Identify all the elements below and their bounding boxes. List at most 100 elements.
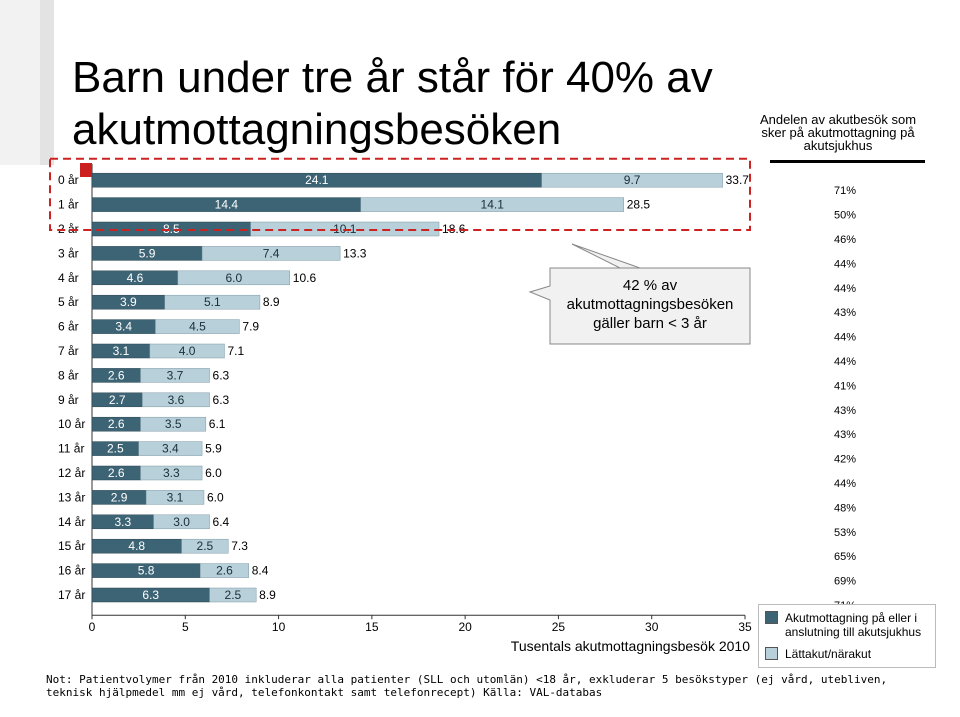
data-label-total: 6.3: [213, 368, 230, 382]
data-label-akutsjukhus: 2.6: [108, 466, 125, 480]
share-label: 46%: [834, 234, 856, 246]
row-label: 13 år: [58, 490, 85, 504]
bar-segment-lattakut: [140, 416, 207, 432]
row-label: 10 år: [58, 417, 85, 431]
highlight-frame: [49, 157, 751, 231]
row-label: 17 år: [58, 588, 85, 602]
data-label-lattakut: 3.0: [173, 515, 190, 529]
data-label-lattakut: 7.4: [263, 246, 280, 260]
data-label-lattakut: 4.5: [189, 320, 206, 334]
legend-label-lattakut: Lättakut/närakut: [785, 647, 872, 661]
share-label: 43%: [834, 429, 856, 441]
data-label-lattakut: 2.5: [225, 588, 242, 602]
legend-swatch-lattakut: [765, 647, 778, 660]
data-label-lattakut: 3.1: [167, 490, 184, 504]
data-label-akutsjukhus: 3.3: [114, 515, 131, 529]
legend-label-akutsjukhus: Akutmottagning på eller i anslutning til…: [785, 611, 922, 639]
share-label: 42%: [834, 454, 856, 466]
share-label: 53%: [834, 527, 856, 539]
share-label: 44%: [834, 283, 856, 295]
data-label-lattakut: 2.5: [197, 539, 214, 553]
share-label: 71%: [834, 185, 856, 197]
data-label-total: 8.9: [259, 588, 276, 602]
x-tick-label: 35: [738, 620, 752, 634]
data-label-akutsjukhus: 24.1: [305, 173, 329, 187]
data-label-akutsjukhus: 6.3: [142, 588, 159, 602]
data-label-akutsjukhus: 2.6: [108, 368, 125, 382]
data-label-lattakut: 3.3: [163, 466, 180, 480]
share-label: 69%: [834, 576, 856, 588]
bar-segment-lattakut: [541, 172, 723, 188]
bar-segment-lattakut: [177, 270, 291, 286]
x-tick-label: 30: [645, 620, 659, 634]
share-label: 44%: [834, 258, 856, 270]
legend-swatch-akutsjukhus: [765, 611, 778, 624]
data-label-total: 8.9: [263, 295, 280, 309]
data-label-total: 6.1: [209, 417, 226, 431]
bar-segment-lattakut: [155, 319, 240, 334]
bar-segment-lattakut: [164, 294, 261, 310]
row-label: 9 år: [58, 393, 79, 407]
data-label-total: 33.7: [726, 173, 750, 187]
share-label: 43%: [834, 307, 856, 319]
data-label-akutsjukhus: 5.8: [138, 564, 155, 578]
data-label-total: 10.6: [293, 271, 317, 285]
row-label: 8 år: [58, 368, 79, 382]
data-label-akutsjukhus: 4.8: [128, 539, 145, 553]
bar-segment-lattakut: [201, 246, 341, 261]
callout-pointer: [571, 243, 641, 269]
row-label: 1 år: [58, 198, 79, 212]
bar-segment-lattakut: [140, 465, 203, 481]
row-label: 15 år: [58, 539, 85, 553]
highlight-marker: [80, 163, 92, 177]
data-label-total: 6.0: [205, 466, 222, 480]
data-label-akutsjukhus: 2.7: [109, 393, 126, 407]
row-label: 3 år: [58, 246, 79, 260]
callout-text: 42 % av akutmottagningsbesöken gäller ba…: [566, 277, 734, 332]
share-label: 50%: [834, 210, 856, 222]
share-label: 43%: [834, 405, 856, 417]
row-label: 7 år: [58, 344, 79, 358]
bar-segment-lattakut: [181, 538, 229, 554]
row-label: 4 år: [58, 271, 79, 285]
data-label-akutsjukhus: 2.5: [107, 442, 124, 456]
data-label-lattakut: 3.4: [162, 442, 179, 456]
bar-segment-lattakut: [140, 368, 210, 383]
slide-title: Barn under tre år står för 40% av akutmo…: [72, 53, 713, 154]
data-label-total: 7.1: [227, 344, 244, 358]
share-label: 41%: [834, 380, 856, 392]
bar-segment-lattakut: [145, 490, 205, 505]
data-label-total: 8.4: [252, 564, 269, 578]
data-label-total: 6.0: [207, 490, 224, 504]
data-label-lattakut: 2.6: [216, 564, 233, 578]
data-label-lattakut: 3.5: [165, 417, 182, 431]
bar-segment-lattakut: [138, 441, 203, 456]
data-label-akutsjukhus: 3.4: [115, 320, 132, 334]
data-label-lattakut: 5.1: [204, 295, 221, 309]
callout-box: [528, 267, 751, 345]
chart-legend: Akutmottagning på eller i anslutning til…: [758, 604, 936, 668]
data-label-akutsjukhus: 3.9: [120, 295, 137, 309]
footnote: Not: Patientvolymer från 2010 inkluderar…: [46, 673, 888, 699]
bar-segment-lattakut: [199, 563, 249, 578]
data-label-lattakut: 3.6: [168, 393, 185, 407]
data-label-total: 6.4: [213, 515, 230, 529]
data-label-akutsjukhus: 3.1: [113, 344, 130, 358]
x-axis-title: Tusentals akutmottagningsbesök 2010: [510, 638, 750, 654]
bar-segment-lattakut: [149, 343, 225, 359]
share-column-header: Andelen av akutbesök som sker på akutmot…: [759, 112, 917, 153]
corner-decoration-stripe: [40, 0, 54, 165]
data-label-lattakut: 6.0: [225, 271, 242, 285]
x-tick-label: 20: [458, 620, 472, 634]
legend-item-akutsjukhus: Akutmottagning på eller i anslutning til…: [765, 611, 935, 639]
x-tick-label: 0: [89, 620, 96, 634]
title-underline: [770, 160, 925, 163]
x-tick-label: 10: [272, 620, 286, 634]
share-label: 44%: [834, 356, 856, 368]
data-label-akutsjukhus: 2.6: [108, 417, 125, 431]
data-label-akutsjukhus: 8.5: [163, 222, 180, 236]
data-label-total: 5.9: [205, 442, 222, 456]
x-tick-label: 25: [552, 620, 566, 634]
data-label-total: 28.5: [627, 198, 651, 212]
